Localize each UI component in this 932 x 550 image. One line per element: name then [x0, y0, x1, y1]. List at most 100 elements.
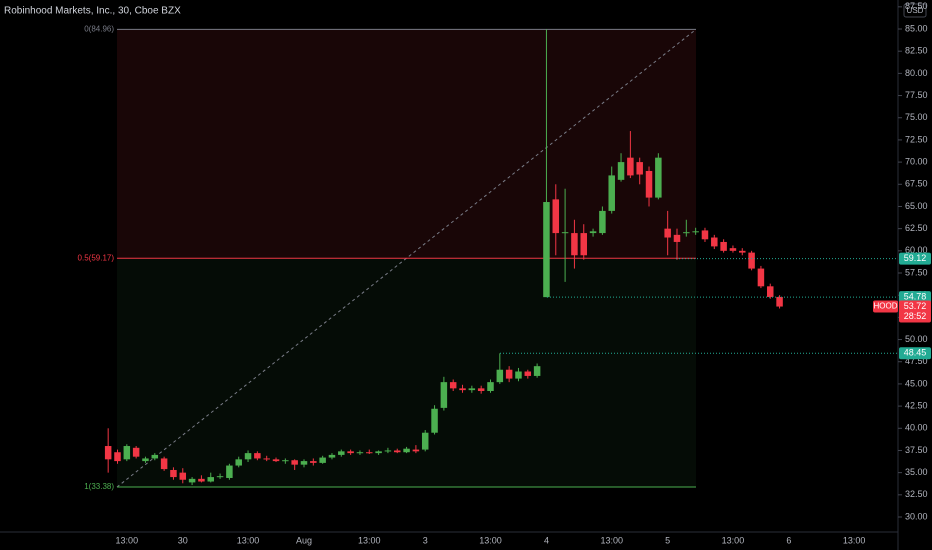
- candle-body: [692, 231, 699, 233]
- candle-body: [160, 458, 168, 470]
- y-tick-label: 42.50: [905, 400, 928, 410]
- candle-body: [114, 452, 121, 462]
- symbol-tag: [873, 300, 898, 313]
- candle-body: [412, 449, 420, 452]
- candle-body: [393, 450, 401, 453]
- price-tag-label: 54.78: [904, 292, 927, 302]
- y-tick-label: 77.50: [905, 90, 928, 100]
- candle-body: [505, 369, 513, 379]
- x-tick-label: Aug: [296, 535, 312, 545]
- candle-body: [319, 457, 326, 463]
- y-tick-label: 37.50: [905, 445, 928, 455]
- candle-body: [282, 460, 289, 462]
- y-tick-label: 72.50: [905, 134, 928, 144]
- price-tag-label: 48.45: [904, 348, 927, 358]
- candle-body: [664, 228, 671, 238]
- candle-body: [627, 157, 634, 176]
- candle-body: [300, 461, 308, 465]
- candle-body: [449, 382, 457, 389]
- candle-body: [244, 453, 252, 460]
- candle-body: [310, 461, 317, 463]
- candle-body: [729, 248, 737, 251]
- candle-body: [132, 447, 140, 457]
- x-tick-label: 6: [786, 535, 791, 545]
- y-tick-label: 67.50: [905, 179, 928, 189]
- candle-body: [655, 157, 662, 198]
- x-tick-label: 13:00: [237, 535, 260, 545]
- fib-label: 1(33.38): [84, 482, 114, 491]
- candle-body: [571, 233, 578, 256]
- x-tick-label: 13:00: [722, 535, 745, 545]
- currency-box[interactable]: [903, 3, 927, 18]
- y-tick-label: 32.50: [905, 489, 928, 499]
- candle-body: [776, 296, 783, 307]
- price-tag: [899, 291, 931, 304]
- candle-body: [384, 450, 392, 452]
- candles: [104, 29, 783, 486]
- candle-body: [636, 162, 643, 175]
- candle-body: [254, 453, 261, 459]
- candle-body: [645, 170, 653, 198]
- countdown-label: 28:52: [904, 311, 927, 321]
- candle-body: [356, 452, 364, 454]
- candle-body: [235, 459, 242, 466]
- x-tick-label: 13:00: [358, 535, 381, 545]
- y-tick-label: 82.50: [905, 46, 928, 56]
- candle-body: [487, 382, 494, 392]
- symbol-label: HOOD: [874, 302, 898, 311]
- candle-body: [701, 230, 709, 240]
- candle-body: [188, 478, 196, 483]
- candle-body: [599, 210, 606, 234]
- x-tick-label: 13:00: [116, 535, 139, 545]
- candle-body: [524, 371, 532, 376]
- candle-body: [198, 478, 205, 482]
- candle-body: [683, 232, 690, 234]
- fib-drawing: 0(84.96) 0.5(59.17) 1(33.38): [78, 24, 697, 491]
- fib-zone-upper: [117, 29, 696, 259]
- y-tick-label: 45.00: [905, 378, 928, 388]
- candle-body: [440, 382, 448, 408]
- y-tick-label: 80.00: [905, 68, 928, 78]
- candle-body: [748, 252, 755, 269]
- candle-body: [338, 451, 345, 455]
- candle-body: [421, 432, 429, 450]
- x-tick-label: 13:00: [843, 535, 866, 545]
- candle-body: [216, 476, 224, 478]
- y-tick-label: 50.00: [905, 334, 928, 344]
- candle-body: [123, 446, 131, 460]
- candle-body: [403, 448, 410, 453]
- price-tag: [899, 252, 931, 265]
- y-tick-label: 65.00: [905, 201, 928, 211]
- candle-body: [477, 388, 485, 392]
- x-tick-label: 13:00: [479, 535, 502, 545]
- candle-body: [431, 408, 438, 433]
- currency[interactable]: USD: [907, 6, 924, 15]
- y-tick-label: 70.00: [905, 156, 928, 166]
- last-price-tag: [899, 300, 931, 323]
- fib-label: 0(84.96): [84, 24, 114, 33]
- candle-body: [179, 472, 187, 480]
- candle-body: [552, 199, 560, 234]
- x-tick-label: 13:00: [600, 535, 623, 545]
- candle-body: [170, 469, 177, 478]
- candle-body: [375, 451, 382, 454]
- y-tick-label: 85.00: [905, 23, 928, 33]
- candle-body: [711, 237, 718, 247]
- candle-body: [673, 234, 681, 242]
- candle-body: [366, 452, 373, 454]
- candle-body: [496, 369, 504, 383]
- x-tick-label: 3: [423, 535, 428, 545]
- candle-body: [272, 459, 280, 462]
- price-tag-label: 59.12: [904, 253, 927, 263]
- candle-body: [766, 286, 774, 297]
- last-price-label: 53.72: [904, 301, 927, 311]
- candle-body: [739, 250, 746, 253]
- fib-label: 0.5(59.17): [78, 253, 115, 262]
- candle-body: [207, 477, 214, 482]
- y-tick-label: 75.00: [905, 112, 928, 122]
- y-tick-label: 62.50: [905, 223, 928, 233]
- candle-body: [608, 175, 615, 211]
- candle-body: [561, 232, 569, 234]
